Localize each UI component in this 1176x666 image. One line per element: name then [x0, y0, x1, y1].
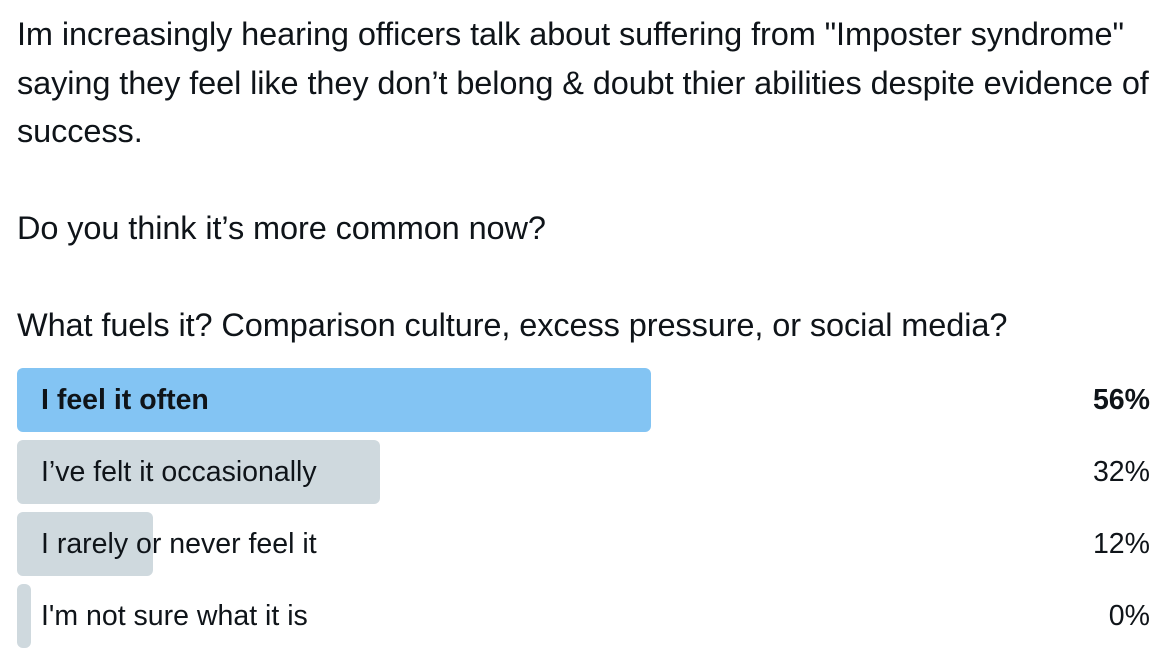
poll-option-percent: 0% — [1108, 600, 1150, 632]
poll-result-bar — [17, 584, 31, 648]
poll-option-label: I rarely or never feel it — [41, 528, 317, 560]
poll-result-bar — [17, 368, 651, 432]
poll: I feel it often 56% I’ve felt it occasio… — [17, 368, 1150, 656]
poll-option-label: I feel it often — [41, 384, 209, 416]
tweet-paragraph-1: Im increasingly hearing officers talk ab… — [17, 16, 1158, 149]
poll-result-bar — [17, 440, 380, 504]
poll-option-label: I'm not sure what it is — [41, 600, 308, 632]
poll-option[interactable]: I rarely or never feel it 12% — [17, 512, 1150, 576]
poll-option-percent: 32% — [1092, 456, 1150, 488]
poll-option[interactable]: I feel it often 56% — [17, 368, 1150, 432]
poll-result-bar — [17, 512, 153, 576]
poll-option-label: I’ve felt it occasionally — [41, 456, 317, 488]
poll-option-percent: 56% — [1092, 384, 1150, 416]
poll-option[interactable]: I’ve felt it occasionally 32% — [17, 440, 1150, 504]
tweet-text: Im increasingly hearing officers talk ab… — [17, 10, 1157, 350]
poll-option-percent: 12% — [1092, 528, 1150, 560]
tweet-paragraph-3: What fuels it? Comparison culture, exces… — [17, 307, 1008, 343]
tweet-paragraph-2: Do you think it’s more common now? — [17, 210, 546, 246]
poll-option[interactable]: I'm not sure what it is 0% — [17, 584, 1150, 648]
